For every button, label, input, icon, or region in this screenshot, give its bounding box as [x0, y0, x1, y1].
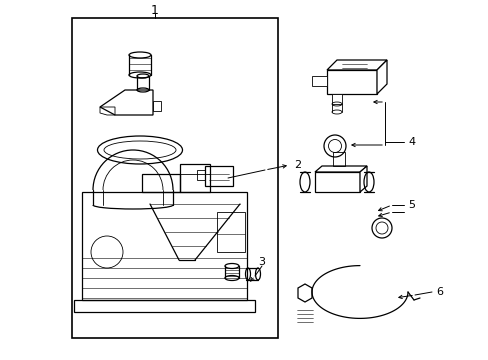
Polygon shape — [74, 300, 254, 312]
Polygon shape — [376, 60, 386, 94]
Text: 6: 6 — [436, 287, 443, 297]
Bar — [180, 164, 209, 192]
Bar — [82, 192, 246, 300]
Text: 2: 2 — [294, 160, 301, 170]
Text: 3: 3 — [258, 257, 265, 267]
Bar — [217, 212, 244, 252]
Text: 4: 4 — [407, 137, 415, 147]
Polygon shape — [326, 60, 386, 70]
Bar — [153, 101, 161, 111]
Polygon shape — [314, 166, 366, 172]
Polygon shape — [326, 70, 376, 94]
Polygon shape — [314, 172, 359, 192]
Bar — [204, 166, 232, 186]
Text: 5: 5 — [407, 200, 415, 210]
Bar — [332, 152, 345, 166]
Bar — [142, 174, 180, 192]
Text: 1: 1 — [151, 4, 159, 17]
Polygon shape — [331, 94, 341, 104]
Polygon shape — [297, 284, 311, 302]
Polygon shape — [311, 76, 326, 86]
Bar — [197, 170, 204, 180]
Bar — [72, 18, 278, 338]
Polygon shape — [359, 166, 366, 192]
